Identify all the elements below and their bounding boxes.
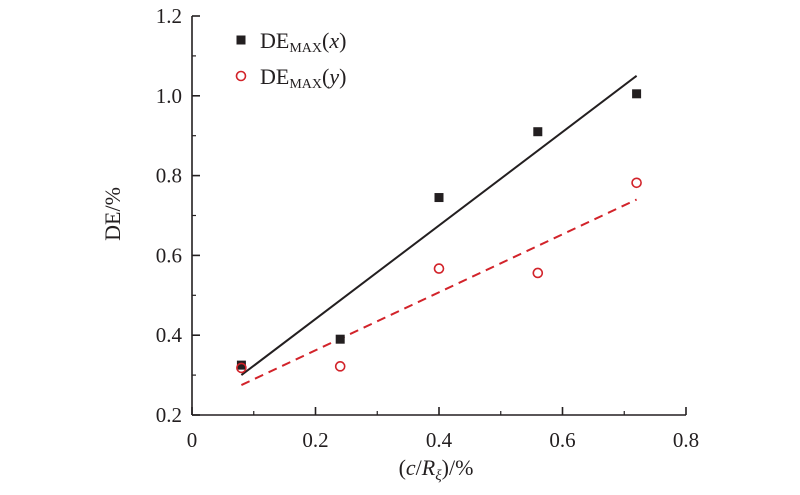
- y-axis-ticks: 0.2 0.4 0.6 0.8 1.0 1.2: [156, 4, 200, 427]
- x-axis-title-post: )/%: [442, 455, 474, 480]
- legend-marker-x: [236, 35, 246, 45]
- y-tick-label: 0.8: [156, 164, 182, 188]
- data-point-x: [335, 334, 345, 344]
- x-axis-ticks: 0 0.2 0.4 0.6 0.8: [187, 407, 699, 452]
- legend-marker-y: [235, 70, 247, 82]
- data-point-y: [236, 362, 247, 374]
- legend-label-y: DEMAX(y): [260, 64, 346, 92]
- data-point-x: [434, 193, 444, 203]
- x-tick-label: 0.4: [426, 428, 453, 452]
- data-point-y: [631, 177, 642, 189]
- legend-label-sub: MAX: [289, 41, 322, 56]
- data-point-x: [533, 127, 543, 137]
- x-tick-label: 0: [187, 428, 198, 452]
- data-point-y: [433, 263, 445, 274]
- y-tick-label: 1.0: [156, 84, 182, 108]
- data-point-x: [632, 89, 642, 99]
- legend-label-close: ): [339, 64, 346, 89]
- legend-label-x: DEMAX(x): [260, 28, 346, 56]
- data-point-y: [532, 267, 544, 279]
- y-tick-label: 0.2: [156, 403, 182, 427]
- x-axis-title-open: (: [399, 455, 406, 480]
- legend-label-sub: MAX: [289, 77, 322, 92]
- x-tick-label: 0.6: [549, 428, 575, 452]
- fit-lines: [240, 75, 638, 386]
- data-points: [236, 89, 642, 374]
- y-tick-label: 1.2: [156, 4, 182, 28]
- legend: DEMAX(x)DEMAX(y): [235, 28, 346, 92]
- y-tick-label: 0.4: [156, 323, 183, 347]
- y-axis-title: DE/%: [100, 187, 125, 241]
- legend-label-open: (: [322, 64, 329, 89]
- legend-label-arg: y: [327, 64, 339, 89]
- x-tick-label: 0.2: [302, 428, 328, 452]
- x-tick-label: 0.8: [673, 428, 699, 452]
- y-tick-label: 0.6: [156, 243, 182, 267]
- legend-label-open: (: [322, 28, 329, 53]
- data-point-y: [334, 361, 346, 372]
- legend-label-main: DE: [260, 28, 289, 53]
- legend-label-arg: x: [328, 28, 339, 53]
- x-axis-title-var: c: [406, 455, 416, 480]
- legend-label-main: DE: [260, 64, 289, 89]
- data-point-x: [236, 360, 246, 370]
- x-axis-title-sub: ξ: [435, 468, 442, 484]
- x-axis-title-slash: /: [416, 455, 423, 480]
- fit-line-y: [240, 198, 638, 386]
- x-axis-title-var2: R: [421, 455, 436, 480]
- legend-label-close: ): [339, 28, 346, 53]
- x-axis-title: (c/Rξ)/%: [399, 455, 474, 484]
- fit-line-x: [240, 75, 638, 376]
